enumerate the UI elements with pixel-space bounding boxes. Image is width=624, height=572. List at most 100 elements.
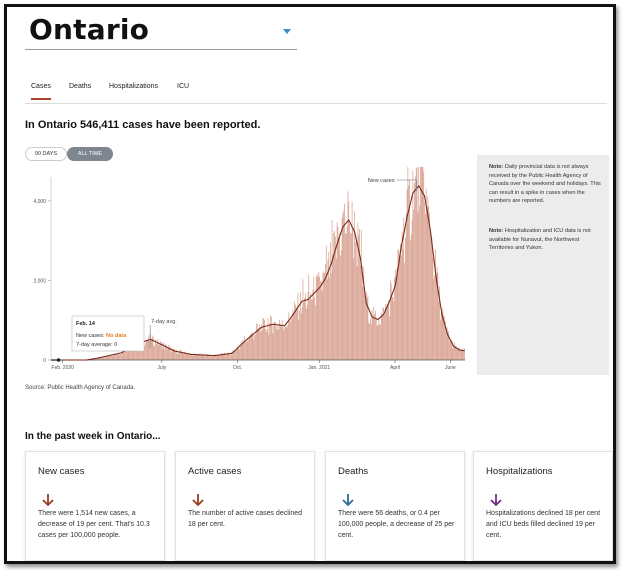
case-bar [354,211,355,360]
case-bar [230,351,232,360]
case-bar [375,310,376,360]
case-bar [382,307,384,360]
x-tick-label: July [157,365,166,371]
case-bar [172,348,174,360]
case-bar [174,349,176,360]
case-bar [264,319,265,360]
case-bar [404,262,405,360]
case-bar [271,324,273,360]
case-bar [224,352,226,360]
case-bar [312,289,314,360]
case-bar [244,336,246,360]
case-bar [350,233,352,360]
case-bar [167,348,169,360]
case-bar [276,329,278,360]
case-bar [432,257,434,360]
case-bar [290,321,291,360]
case-bar [147,340,149,360]
case-bar [366,298,368,360]
case-bar [181,352,183,360]
case-bar [452,348,454,360]
case-bar [115,354,117,360]
case-bar [429,212,430,360]
case-bar [290,316,292,360]
avg-annotation: 7-day avg. [151,319,177,325]
case-bar [104,356,106,360]
case-bar [110,355,112,360]
case-bar [148,335,150,360]
case-bar [173,348,175,360]
case-bar [457,349,459,360]
case-bar [281,319,283,360]
case-bar [215,354,216,360]
case-bar [291,318,293,360]
case-bar [199,353,201,360]
case-bar [204,356,206,360]
case-bar [183,353,185,360]
case-bar [320,281,321,360]
case-bar [370,318,371,360]
arrow-down-icon [192,494,204,507]
case-bar [195,353,196,360]
case-bar [97,358,99,360]
case-bar [102,356,104,360]
tab-hospitalizations[interactable]: Hospitalizations [109,83,159,90]
toggle-all-time[interactable]: ALL TIME [67,147,113,161]
case-bar [260,324,262,360]
case-bar [182,353,184,360]
case-bar [344,203,345,360]
case-bar [455,345,456,360]
case-bar [242,339,244,360]
case-bar [157,338,159,360]
card-title: Deaths [338,466,369,477]
case-bar [142,344,144,360]
case-bar [250,333,252,360]
case-bar [155,339,156,360]
region-selector[interactable]: Ontario [25,13,297,50]
case-bar [108,356,110,360]
case-bar [430,232,431,360]
case-bar [221,354,223,360]
case-bar [405,212,407,360]
case-bar [376,325,378,360]
tab-cases[interactable]: Cases [31,83,51,100]
case-bar [170,351,172,360]
case-bar [419,206,420,360]
case-bar [304,298,305,360]
tab-icu[interactable]: ICU [177,83,190,90]
new-cases-leader [396,179,417,191]
case-bar [190,354,192,360]
case-bar [327,259,329,360]
case-bar [370,324,372,360]
case-bar [105,357,106,360]
case-bar [155,344,157,360]
chevron-down-icon[interactable] [283,29,291,34]
toggle-90-days[interactable]: 90 DAYS [25,147,67,161]
case-bar [300,313,302,360]
case-bar [349,223,350,360]
case-bar [175,351,176,360]
case-bar [378,319,380,360]
case-bar [125,348,127,360]
case-bar [191,353,193,360]
case-bar [338,237,340,360]
case-bar [284,328,285,360]
case-bar [156,342,158,360]
case-bar [93,358,95,360]
case-bar [420,167,421,360]
case-bar [127,347,129,360]
case-bar [438,300,440,360]
case-bar [410,240,411,360]
case-bar [243,341,245,360]
case-bar [200,355,201,360]
case-bar [461,349,463,360]
case-bar [447,334,449,360]
case-bar [363,266,365,360]
case-bar [190,353,191,360]
case-bar [368,322,370,360]
tab-deaths[interactable]: Deaths [69,83,92,90]
case-bar [107,356,109,360]
case-bar [253,339,255,360]
case-bar [186,353,188,360]
case-bar [423,171,425,360]
